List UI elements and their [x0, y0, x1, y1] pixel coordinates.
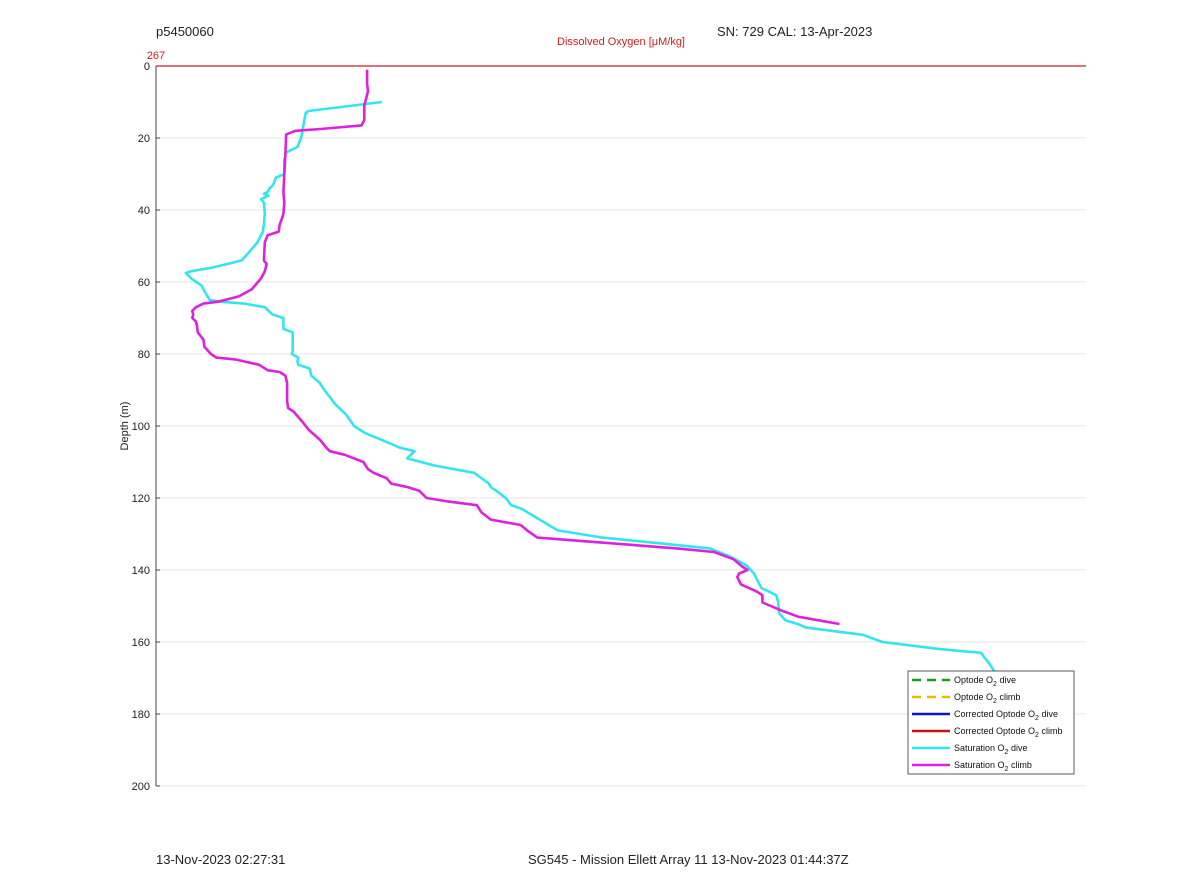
legend-entry: Optode O2 climb: [954, 692, 1020, 705]
y-tick-label: 0: [144, 61, 150, 73]
series-lines: [184, 69, 1000, 676]
top-axis-tick-label: 267: [147, 50, 165, 62]
legend-entry: Corrected Optode O2 dive: [954, 709, 1058, 722]
mission-label: SG545 - Mission Ellett Array 11 13-Nov-2…: [528, 852, 849, 867]
legend-entry: Corrected Optode O2 climb: [954, 726, 1062, 739]
legend: Optode O2 dive Optode O2 climb Corrected O…: [907, 670, 1075, 775]
y-tick-label: 200: [132, 781, 150, 793]
chart-title: Dissolved Oxygen [μM/kg]: [557, 36, 685, 48]
profile-id: p5450060: [156, 24, 214, 39]
y-tick-labels: 0 20 40 60 80 100 120 140 160 180 200: [132, 61, 160, 793]
y-tick-label: 120: [132, 493, 150, 505]
y-tick-label: 160: [132, 637, 150, 649]
grid-lines: [156, 137, 1086, 787]
legend-entry: Saturation O2 dive: [954, 743, 1027, 756]
y-tick-label: 20: [138, 133, 150, 145]
y-tick-label: 60: [138, 277, 150, 289]
saturation-o2-climb-line: [191, 69, 840, 626]
plot-timestamp: 13-Nov-2023 02:27:31: [156, 852, 286, 867]
y-tick-label: 40: [138, 205, 150, 217]
y-tick-label: 100: [132, 421, 150, 433]
legend-box: [907, 670, 1075, 775]
y-tick-label: 80: [138, 349, 150, 361]
legend-entry: Saturation O2 climb: [954, 760, 1032, 773]
y-tick-label: 180: [132, 709, 150, 721]
y-axis-title: Depth (m): [119, 402, 131, 451]
y-tick-label: 140: [132, 565, 150, 577]
legend-entry: Optode O2 dive: [954, 675, 1016, 688]
sensor-calibration-label: SN: 729 CAL: 13-Apr-2023: [717, 24, 873, 39]
saturation-o2-dive-line: [184, 100, 1000, 676]
